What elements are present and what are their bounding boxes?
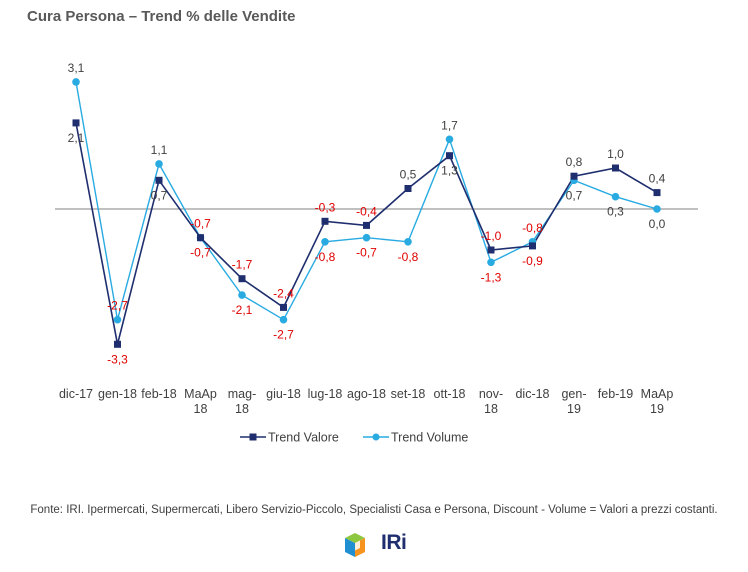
legend-label: Trend Volume: [391, 431, 468, 445]
data-label: 1,0: [607, 147, 624, 161]
data-label: 0,0: [649, 217, 666, 231]
legend-label: Trend Valore: [268, 431, 339, 445]
x-tick-label: nov-: [479, 387, 503, 401]
x-tick-label: feb-19: [598, 387, 633, 401]
trend-volume-marker: [487, 258, 495, 267]
data-label: -0,9: [522, 254, 543, 268]
iri-logo: [345, 533, 365, 557]
data-label: -0,3: [315, 200, 336, 214]
data-label: -0,8: [315, 250, 336, 264]
data-label: 3,1: [68, 61, 85, 75]
trend-valore-marker: [653, 189, 661, 197]
trend-volume-marker: [445, 135, 454, 144]
data-label: -2,7: [273, 328, 294, 342]
legend: Trend Valore Trend Volume: [240, 431, 468, 445]
data-label: 2,1: [68, 131, 85, 145]
series-markers: [72, 78, 661, 348]
legend-swatch-marker: [249, 433, 257, 441]
trend-volume-marker: [72, 78, 80, 86]
data-label: 1,3: [441, 164, 458, 178]
data-label: -0,7: [190, 246, 211, 260]
trend-valore-marker: [114, 340, 121, 348]
x-tick-label: 18: [235, 402, 249, 416]
trend-volume-marker: [321, 238, 329, 246]
iri-logo-text: IRi: [381, 531, 407, 554]
trend-volume-marker: [155, 160, 163, 168]
data-label: 1,1: [151, 143, 168, 157]
x-tick-label: 19: [650, 402, 664, 416]
data-label: -0,8: [522, 221, 543, 235]
trend-volume-marker: [611, 192, 620, 201]
data-label: 0,5: [400, 168, 417, 182]
x-tick-label: dic-17: [59, 387, 93, 401]
trend-valore-marker: [238, 275, 246, 283]
data-label: -0,8: [398, 250, 419, 264]
data-label: -1,0: [481, 229, 502, 243]
trend-valore-marker: [612, 164, 619, 172]
trend-valore-marker: [72, 119, 80, 127]
data-label: 0,7: [566, 188, 583, 202]
trend-valore-marker: [197, 234, 204, 242]
x-tick-label: feb-18: [141, 387, 176, 401]
x-tick-label: MaAp: [641, 387, 674, 401]
trend-volume-marker: [113, 315, 122, 324]
trend-volume-marker: [238, 291, 246, 299]
legend-swatch-marker: [372, 433, 380, 441]
x-tick-label: 18: [194, 402, 208, 416]
data-label: 0,4: [649, 172, 666, 186]
trend-volume-marker: [653, 205, 661, 213]
trend-valore-marker: [570, 172, 578, 180]
data-label: -3,3: [107, 352, 128, 366]
data-label: -2,1: [232, 303, 253, 317]
data-label: -2,7: [107, 299, 128, 313]
iri-logo-icon: [345, 533, 365, 557]
data-label: -1,7: [232, 258, 253, 272]
x-tick-label: mag-: [228, 387, 256, 401]
x-tick-label: MaAp: [184, 387, 217, 401]
data-label: -2,4: [273, 286, 294, 300]
data-label: 0,8: [566, 155, 583, 169]
source-note: Fonte: IRI. Ipermercati, Supermercati, L…: [30, 504, 718, 516]
data-label: 1,7: [441, 118, 458, 132]
chart-title: Cura Persona – Trend % delle Vendite: [27, 8, 296, 25]
x-tick-label: set-18: [391, 387, 426, 401]
x-tick-label: 18: [484, 402, 498, 416]
data-labels: 2,1 -3,3 0,7 -0,7 -1,7 -2,4 -0,3 -0,4 0,5 1,3 -1,0…: [68, 61, 666, 366]
x-tick-label: gen-18: [98, 387, 137, 401]
data-label: 0,3: [607, 205, 624, 219]
x-tick-label: lug-18: [308, 387, 343, 401]
data-label: -0,4: [356, 204, 377, 218]
line-chart: 2,1 -3,3 0,7 -0,7 -1,7 -2,4 -0,3 -0,4 0,5 1,3 -1,0…: [55, 61, 698, 445]
trend-volume-marker: [362, 233, 371, 242]
trend-valore-marker: [446, 152, 453, 160]
x-tick-label: ott-18: [434, 387, 466, 401]
trend-valore-marker: [487, 246, 495, 254]
trend-valore-marker: [529, 242, 536, 250]
data-label: 0,7: [151, 188, 168, 202]
trend-volume-marker: [404, 238, 412, 246]
data-label: -1,3: [481, 270, 502, 284]
trend-valore-marker: [321, 217, 329, 225]
trend-valore-marker: [155, 176, 163, 184]
x-tick-label: dic-18: [515, 387, 549, 401]
x-tick-label: giu-18: [266, 387, 301, 401]
data-label: -0,7: [356, 246, 377, 260]
trend-valore-marker: [280, 303, 287, 311]
x-tick-label: 19: [567, 402, 581, 416]
trend-volume-marker: [279, 315, 288, 324]
x-tick-label: gen-: [561, 387, 586, 401]
data-label: -0,7: [190, 217, 211, 231]
trend-valore-marker: [404, 185, 412, 192]
x-tick-label: ago-18: [347, 387, 386, 401]
trend-valore-marker: [363, 221, 370, 229]
